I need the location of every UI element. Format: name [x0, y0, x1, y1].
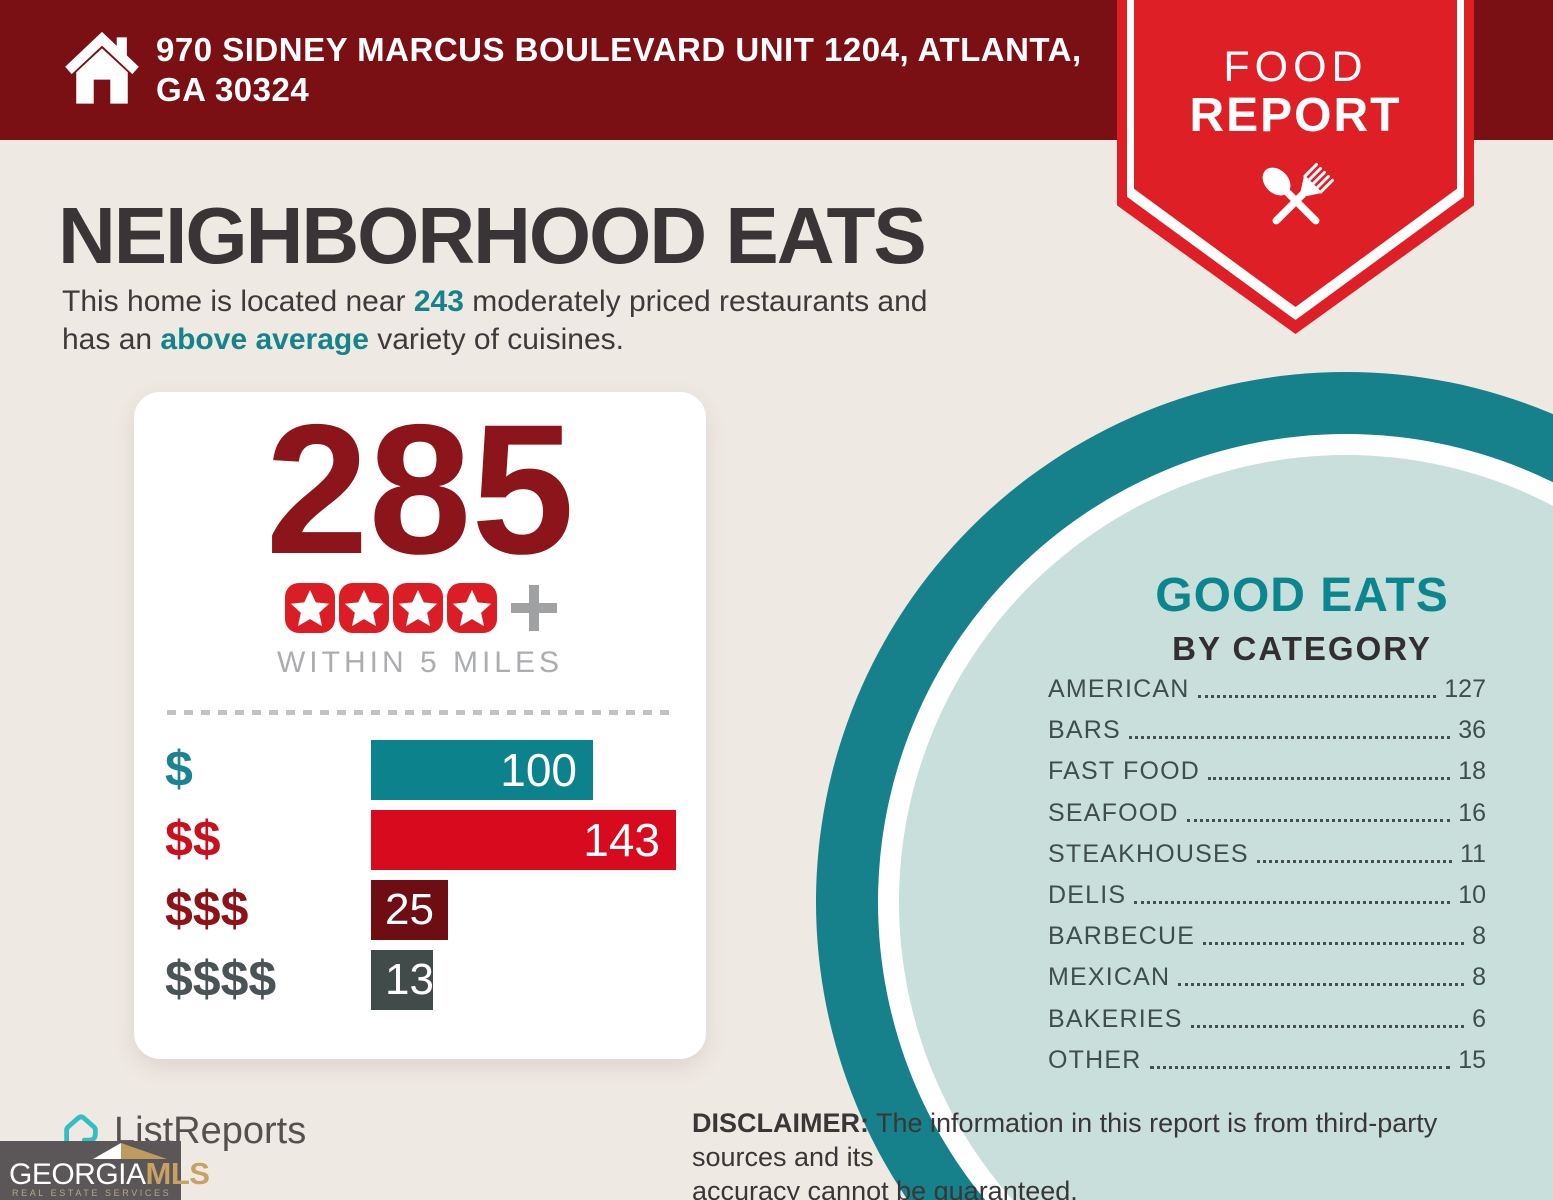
category-value: 10	[1458, 881, 1486, 910]
price-bar: 143	[371, 810, 676, 870]
dashed-divider	[167, 710, 673, 715]
intro-middle: moderately priced restaurants and	[463, 285, 928, 318]
disclaimer: DISCLAIMER: The information in this repo…	[692, 1106, 1522, 1200]
category-row: FAST FOOD 18	[1048, 751, 1486, 792]
property-address: 970 SIDNEY MARCUS BOULEVARD UNIT 1204, A…	[156, 0, 1082, 140]
bar-value: 13	[385, 955, 434, 1004]
price-tier-label: $$	[165, 811, 221, 867]
category-row: STEAKHOUSES 11	[1048, 834, 1486, 875]
leader-dots	[1256, 859, 1453, 863]
bar-row: $$ 143	[165, 810, 706, 870]
georgia-mls-badge: GEORGIAMLS REAL ESTATE SERVICES	[0, 1141, 210, 1200]
category-label: OTHER	[1048, 1045, 1142, 1074]
category-value: 15	[1458, 1045, 1486, 1074]
mls-name: GEORGIAMLS	[9, 1156, 210, 1192]
category-value: 16	[1458, 798, 1486, 827]
category-row: DELIS 10	[1048, 875, 1486, 916]
category-row: BARS 36	[1048, 710, 1486, 751]
good-eats-title: GOOD EATS	[1155, 569, 1449, 622]
category-row: MEXICAN 8	[1048, 957, 1486, 998]
leader-dots	[1197, 695, 1437, 699]
intro-text: This home is located near 243 moderately…	[62, 283, 1122, 359]
category-value: 36	[1458, 716, 1486, 745]
leader-dots	[1186, 818, 1451, 822]
bar-row: $$$$ 13	[165, 950, 706, 1010]
category-value: 8	[1472, 963, 1486, 992]
disclaimer-line2: accuracy cannot be guaranteed.	[692, 1176, 1078, 1200]
plus-icon	[511, 585, 557, 631]
ribbon-title-line2: REPORT	[1189, 89, 1402, 142]
total-restaurant-count: 285	[265, 387, 575, 593]
ribbon-title-line1: FOOD	[1223, 43, 1368, 91]
disclaimer-label: DISCLAIMER:	[692, 1108, 869, 1138]
summary-card: 285 WITHIN 5 MILES $	[134, 392, 706, 1059]
category-row: OTHER 15	[1048, 1040, 1486, 1081]
category-label: BAKERIES	[1048, 1004, 1183, 1033]
price-bar: 25	[371, 880, 448, 940]
category-row: AMERICAN 127	[1048, 669, 1486, 710]
star-icon	[393, 583, 443, 633]
star-icon	[285, 583, 335, 633]
price-bar: 100	[371, 740, 593, 800]
star-icon	[339, 583, 389, 633]
bar-value: 25	[385, 885, 434, 934]
intro-prefix: This home is located near	[62, 285, 414, 318]
category-row: BARBECUE 8	[1048, 916, 1486, 957]
address-line-1: 970 SIDNEY MARCUS BOULEVARD UNIT 1204, A…	[156, 31, 1082, 68]
leader-dots	[1149, 1065, 1451, 1069]
star-rating	[134, 583, 706, 633]
leader-dots	[1128, 736, 1451, 740]
category-list: AMERICAN 127 BARS 36 FAST FOOD 18 SEAFOO…	[1048, 669, 1486, 1081]
category-label: BARBECUE	[1048, 922, 1196, 951]
mls-roof-icon	[93, 1143, 167, 1159]
category-label: MEXICAN	[1048, 963, 1171, 992]
leader-dots	[1134, 901, 1451, 905]
bar-value: 143	[583, 814, 660, 866]
category-value: 11	[1460, 839, 1486, 868]
bar-row: $$$ 25	[165, 880, 706, 940]
good-eats-header: GOOD EATS BY CATEGORY	[1052, 569, 1552, 667]
category-label: STEAKHOUSES	[1048, 839, 1249, 868]
listreports-house-icon	[64, 1114, 98, 1154]
category-label: SEAFOOD	[1048, 798, 1179, 827]
address-line-2: GA 30324	[156, 71, 310, 108]
price-bar-chart: $ 100 $$ 143 $$$ 25 $$$$ 13	[165, 740, 706, 1020]
disclaimer-line1: The information in this report is from t…	[692, 1108, 1438, 1172]
restaurant-count: 243	[413, 285, 464, 318]
variety-highlight: above average	[160, 323, 369, 356]
category-label: BARS	[1048, 716, 1121, 745]
leader-dots	[1178, 983, 1465, 987]
category-row: BAKERIES 6	[1048, 999, 1486, 1040]
page-title: NEIGHBORHOOD EATS	[58, 191, 927, 280]
bar-row: $ 100	[165, 740, 706, 800]
leader-dots	[1190, 1024, 1465, 1028]
category-label: AMERICAN	[1048, 675, 1190, 704]
category-label: FAST FOOD	[1048, 757, 1201, 786]
home-icon	[65, 31, 139, 104]
price-tier-label: $$$	[165, 881, 249, 937]
radius-label: WITHIN 5 MILES	[276, 646, 564, 679]
category-label: DELIS	[1048, 881, 1127, 910]
bar-value: 100	[500, 744, 577, 796]
food-report-badge: FOOD REPORT	[1117, 0, 1474, 334]
leader-dots	[1208, 777, 1451, 781]
good-eats-subtitle: BY CATEGORY	[1172, 630, 1432, 667]
mls-name-primary: GEORGIA	[9, 1158, 146, 1191]
spoon-fork-icon	[1262, 163, 1334, 225]
price-tier-label: $$$$	[165, 951, 277, 1007]
star-icon	[447, 583, 497, 633]
mls-tagline: REAL ESTATE SERVICES	[12, 1188, 172, 1198]
price-bar: 13	[371, 950, 434, 1010]
mls-name-secondary: MLS	[145, 1156, 210, 1191]
category-value: 8	[1472, 922, 1486, 951]
category-value: 127	[1444, 675, 1486, 704]
category-value: 18	[1458, 757, 1486, 786]
leader-dots	[1203, 942, 1465, 946]
intro-suffix: variety of cuisines.	[368, 323, 624, 356]
category-row: SEAFOOD 16	[1048, 793, 1486, 834]
price-tier-label: $	[165, 741, 193, 797]
intro-line2-prefix: has an	[62, 323, 161, 356]
category-value: 6	[1472, 1004, 1486, 1033]
